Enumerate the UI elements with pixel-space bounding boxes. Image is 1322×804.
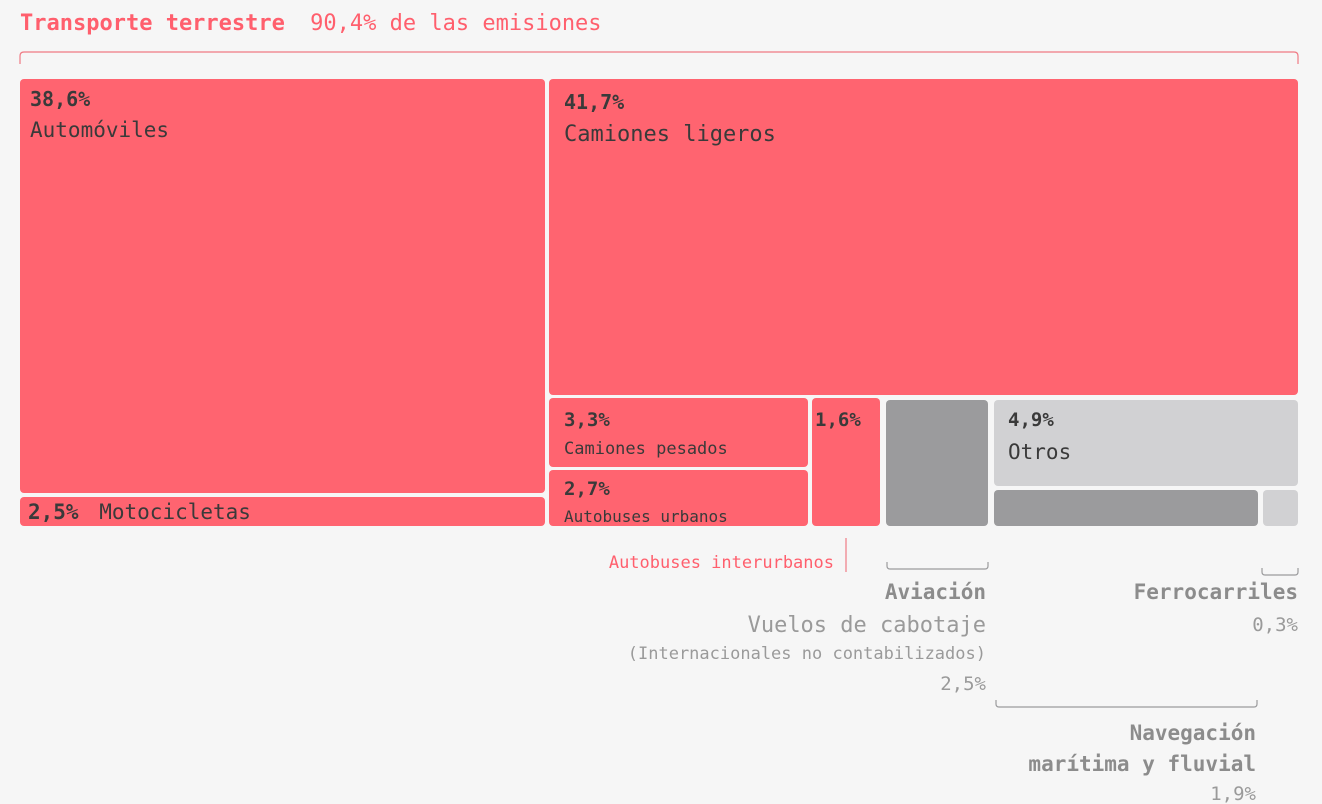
tile-autobuses-urbanos bbox=[549, 470, 808, 526]
name-navegacion-line2: marítima y fluvial bbox=[1028, 752, 1256, 776]
pct-aviacion: 2,5% bbox=[940, 673, 986, 695]
name-aviacion: Aviación bbox=[885, 580, 986, 604]
name-ferrocarriles: Ferrocarriles bbox=[1134, 580, 1298, 604]
callout-autobuses-interurbanos: Autobuses interurbanos bbox=[609, 553, 834, 573]
name-motocicletas: Motocicletas bbox=[99, 500, 251, 524]
name-camiones-ligeros: Camiones ligeros bbox=[564, 122, 776, 147]
tile-ferrocarriles bbox=[1263, 490, 1298, 526]
tile-automoviles bbox=[20, 79, 545, 493]
tile-navegacion bbox=[994, 490, 1258, 526]
pct-autobuses-urbanos: 2,7% bbox=[564, 478, 610, 500]
pct-automoviles: 38,6% bbox=[30, 87, 90, 111]
pct-autobuses-interurbanos: 1,6% bbox=[815, 409, 861, 431]
label-motocicletas: 2,5% Motocicletas bbox=[28, 500, 251, 524]
tile-camiones-ligeros bbox=[549, 79, 1298, 395]
name-camiones-pesados: Camiones pesados bbox=[564, 439, 728, 459]
pct-navegacion: 1,9% bbox=[1210, 783, 1256, 804]
pct-motocicletas: 2,5% bbox=[28, 500, 79, 524]
tile-camiones-pesados bbox=[549, 398, 808, 467]
pct-otros: 4,9% bbox=[1008, 409, 1054, 431]
tile-aviacion bbox=[886, 400, 988, 526]
aviacion-note: (Internacionales no contabilizados) bbox=[628, 644, 986, 664]
name-navegacion-line1: Navegación bbox=[1130, 721, 1256, 745]
chart-title: Transporte terrestre 90,4% de las emisio… bbox=[20, 11, 602, 36]
name-automoviles: Automóviles bbox=[30, 118, 169, 142]
title-rest: 90,4% de las emisiones bbox=[310, 11, 601, 36]
tile-motocicletas bbox=[20, 497, 545, 526]
pct-camiones-ligeros: 41,7% bbox=[564, 90, 624, 114]
ferrocarriles-bracket bbox=[1261, 568, 1299, 576]
aviacion-subtitle: Vuelos de cabotaje bbox=[748, 613, 986, 638]
name-otros: Otros bbox=[1008, 440, 1071, 464]
navegacion-bracket bbox=[995, 700, 1258, 708]
tile-autobuses-interurbanos bbox=[812, 398, 880, 526]
pct-camiones-pesados: 3,3% bbox=[564, 409, 610, 431]
land-transport-bracket bbox=[19, 51, 1299, 64]
tile-otros bbox=[994, 400, 1298, 486]
pct-ferrocarriles: 0,3% bbox=[1252, 614, 1298, 636]
aviacion-bracket bbox=[886, 562, 989, 570]
name-autobuses-urbanos: Autobuses urbanos bbox=[564, 507, 728, 526]
title-bold: Transporte terrestre bbox=[20, 11, 285, 36]
